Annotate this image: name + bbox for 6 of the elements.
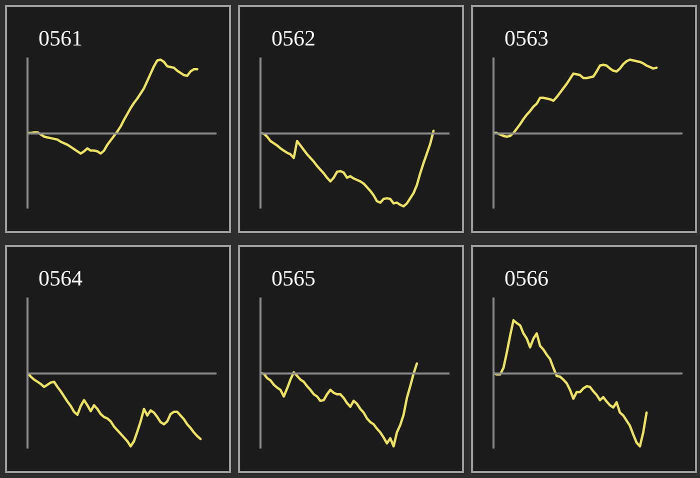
chart-title: 0561 — [38, 26, 82, 50]
chart-title: 0562 — [272, 26, 316, 50]
chart-title: 0564 — [38, 266, 82, 290]
chart-title: 0566 — [504, 266, 548, 290]
chart-title: 0563 — [504, 26, 548, 50]
chart-title: 0565 — [272, 266, 316, 290]
